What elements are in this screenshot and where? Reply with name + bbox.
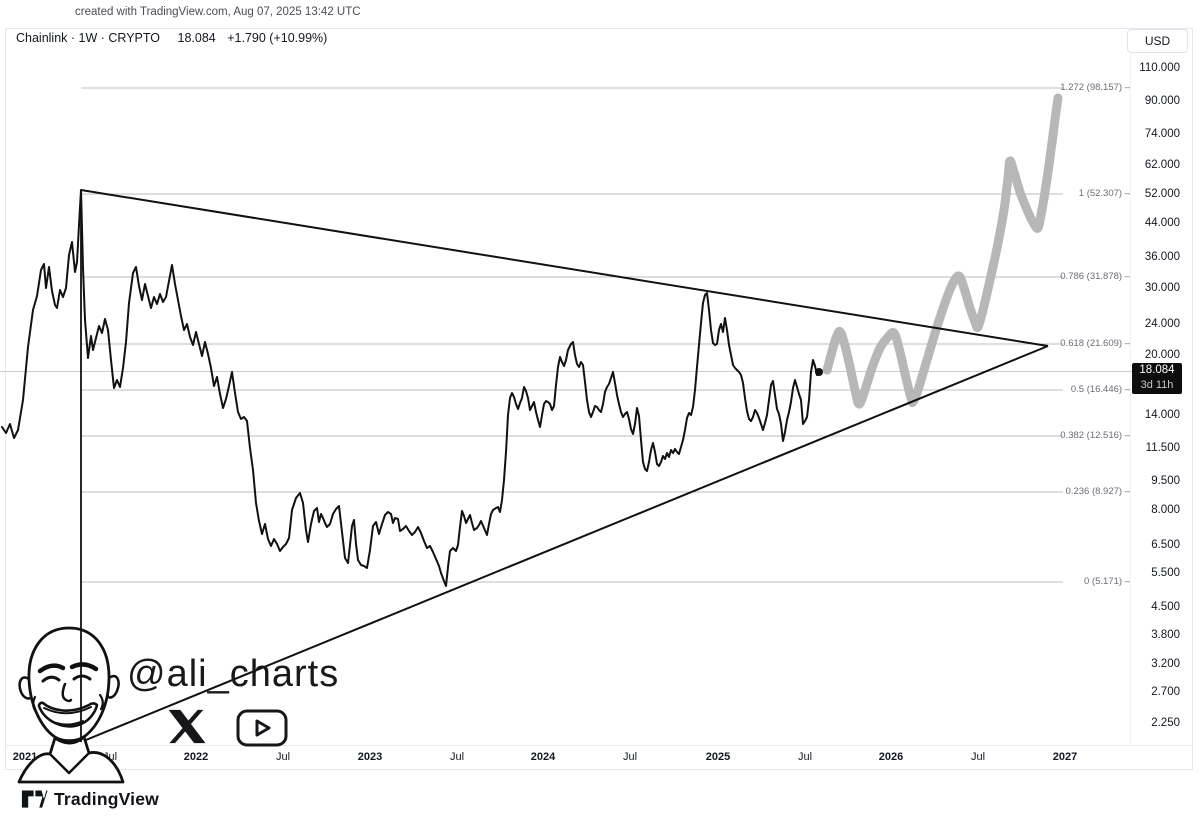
x-logo-icon bbox=[168, 709, 206, 744]
currency-button[interactable]: USD bbox=[1127, 29, 1188, 53]
price-axis-label: 8.000 bbox=[1151, 504, 1180, 516]
time-axis-label: 2025 bbox=[705, 751, 731, 763]
triangle-pattern-drawing bbox=[80, 189, 1049, 743]
last-price-badge: 18.084 3d 11h bbox=[1132, 363, 1182, 394]
price-axis-label: 11.500 bbox=[1145, 442, 1180, 454]
time-axis-label: Jul bbox=[970, 751, 986, 763]
time-axis-label: Jul bbox=[449, 751, 465, 763]
tradingview-logo-icon[interactable] bbox=[21, 789, 48, 810]
price-axis-label: 110.000 bbox=[1139, 62, 1180, 74]
price-axis-label: 2.700 bbox=[1151, 686, 1180, 698]
time-scale-separator bbox=[5, 745, 1193, 746]
price-axis-label: 2.250 bbox=[1151, 717, 1180, 729]
price-axis-label: 24.000 bbox=[1144, 318, 1180, 330]
price-axis-label: 3.800 bbox=[1151, 629, 1180, 641]
price-axis-label: 44.000 bbox=[1144, 217, 1180, 229]
time-axis-label: 2023 bbox=[357, 751, 383, 763]
symbol-title: Chainlink · 1W · CRYPTO bbox=[16, 31, 161, 45]
price-scale[interactable]: USD 18.084 3d 11h 110.000 90.000 74.000 62.… bbox=[1127, 28, 1193, 745]
price-scale-separator bbox=[1130, 29, 1131, 745]
chart-card-border bbox=[5, 28, 1193, 770]
price-axis-label: 52.000 bbox=[1144, 188, 1180, 200]
time-axis-label: 2026 bbox=[878, 751, 904, 763]
price-axis-label: 30.000 bbox=[1144, 282, 1180, 294]
time-axis-label: 2024 bbox=[530, 751, 556, 763]
attribution-text: created with TradingView.com, Aug 07, 20… bbox=[75, 6, 361, 18]
price-axis-label: 6.500 bbox=[1151, 539, 1180, 551]
hand-drawn-projection-arrow bbox=[822, 93, 1063, 409]
price-axis-label: 36.000 bbox=[1144, 251, 1180, 263]
price-axis-label: 4.500 bbox=[1151, 601, 1180, 613]
symbol-header: Chainlink · 1W · CRYPTO 18.084 +1.790 (+… bbox=[16, 31, 327, 45]
price-axis-label: 20.000 bbox=[1144, 349, 1180, 361]
last-price-value: 18.084 bbox=[177, 31, 216, 45]
time-axis-label: 2027 bbox=[1052, 751, 1078, 763]
price-axis-label: 3.200 bbox=[1151, 658, 1180, 670]
time-axis-label: Jul bbox=[797, 751, 813, 763]
face-cartoon-watermark bbox=[17, 626, 125, 784]
time-scale[interactable]: 2021 Jul 2022 Jul 2023 Jul 2024 Jul 2025 Jul 2026 J… bbox=[5, 745, 1193, 770]
fibonacci-grid-lines bbox=[0, 87, 1133, 583]
price-axis-label: 9.500 bbox=[1151, 475, 1180, 487]
price-line-series bbox=[1, 189, 823, 587]
time-axis-label: Jul bbox=[275, 751, 291, 763]
badge-price: 18.084 bbox=[1139, 364, 1175, 376]
price-change-value: +1.790 (+10.99%) bbox=[227, 31, 328, 45]
price-axis-label: 74.000 bbox=[1144, 128, 1180, 140]
attribution-bar: created with TradingView.com, Aug 07, 20… bbox=[75, 6, 361, 18]
price-axis-label: 90.000 bbox=[1144, 95, 1180, 107]
time-axis-label: Jul bbox=[622, 751, 638, 763]
footer-brand: TradingView bbox=[21, 786, 159, 812]
price-axis-label: 5.500 bbox=[1151, 567, 1180, 579]
youtube-logo-icon bbox=[236, 709, 288, 747]
time-axis-label: 2022 bbox=[183, 751, 209, 763]
tradingview-wordmark[interactable]: TradingView bbox=[54, 788, 159, 809]
price-axis-label: 14.000 bbox=[1144, 409, 1180, 421]
badge-countdown: 3d 11h bbox=[1140, 379, 1174, 391]
price-axis-label: 62.000 bbox=[1144, 159, 1180, 171]
time-axis-label: 2021 bbox=[12, 751, 38, 763]
watermark-handle: @ali_charts bbox=[127, 653, 340, 695]
